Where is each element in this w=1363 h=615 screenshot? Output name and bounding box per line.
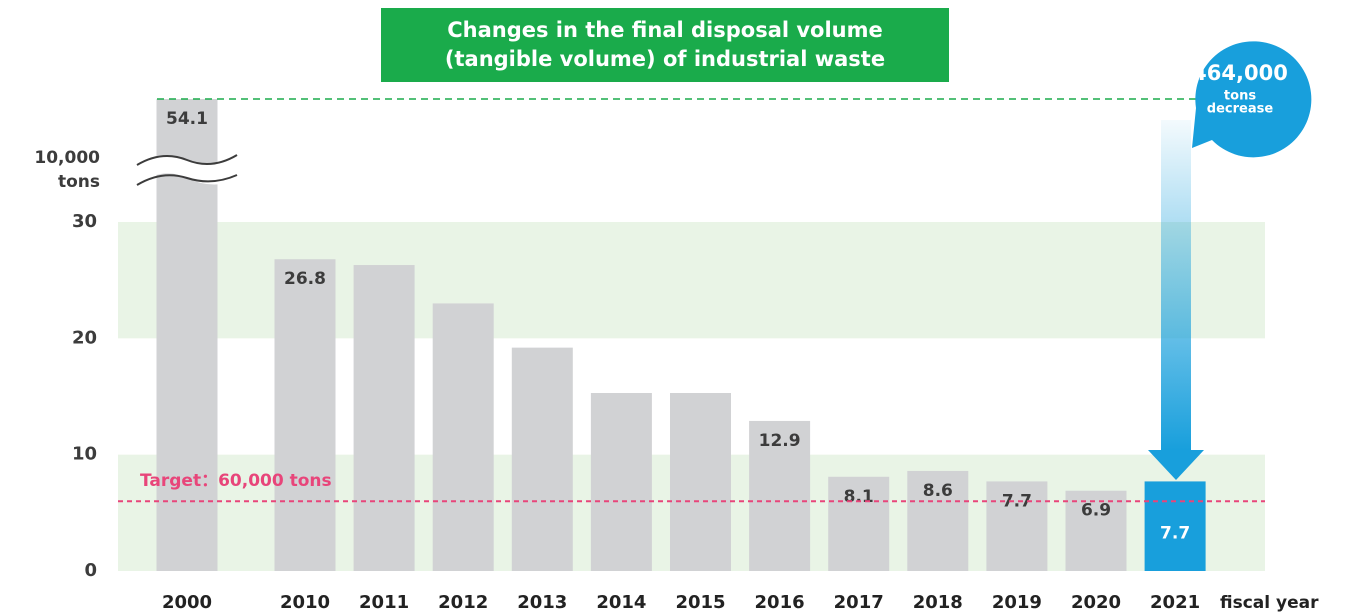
y-unit: 10,000 <box>34 148 100 168</box>
bar <box>749 420 811 571</box>
arrow-head <box>1148 450 1204 480</box>
x-tick-label: 2021 <box>1150 592 1200 613</box>
data-label: 7.7 <box>1002 491 1032 511</box>
data-label: 7.7 <box>1160 523 1190 543</box>
callout-text: decrease <box>1207 102 1274 117</box>
bar <box>986 481 1048 571</box>
y-tick-label: 20 <box>72 327 97 348</box>
axis-break <box>137 155 237 185</box>
bar <box>1144 481 1206 571</box>
overlay: 0 10 20 30 2000 54.1 2010 26.8 2011 2012 2013 2014 2… <box>72 109 1265 613</box>
data-label: 26.8 <box>284 269 326 289</box>
target-label: Target：60,000 tons <box>140 471 332 491</box>
chart-title: (tangible volume) of industrial waste <box>445 47 885 71</box>
x-tick-label: 2016 <box>755 592 805 613</box>
bar <box>907 470 969 571</box>
chart-title: Changes in the final disposal volume <box>447 18 883 42</box>
x-tick-label: 2012 <box>438 592 488 613</box>
x-label: fiscal year <box>1220 593 1319 613</box>
x-tick-label: 2014 <box>596 592 646 613</box>
y-tick-label: 10 <box>72 444 97 465</box>
x-tick-label: 2013 <box>517 592 567 613</box>
x-tick-label: 2020 <box>1071 592 1121 613</box>
x-tick-label: 2010 <box>280 592 330 613</box>
data-label: 54.1 <box>166 109 208 129</box>
axis-break-lines <box>136 154 238 186</box>
x-tick-label: 2019 <box>992 592 1042 613</box>
callout-bubble <box>1192 41 1312 158</box>
bar <box>590 393 652 571</box>
x-tick-label: 2017 <box>834 592 884 613</box>
x-tick-label: 2011 <box>359 592 409 613</box>
bar <box>828 476 890 571</box>
arrow-shaft <box>1161 120 1191 450</box>
bar <box>511 347 573 571</box>
x-tick-label: 2015 <box>675 592 725 613</box>
data-label: 6.9 <box>1081 501 1111 521</box>
y-tick-label: 0 <box>84 560 97 581</box>
bar <box>432 303 494 571</box>
bar <box>1065 490 1127 571</box>
title-box <box>381 8 949 82</box>
x-tick-label: 2018 <box>913 592 963 613</box>
y-unit: tons <box>58 172 100 192</box>
x-tick-label: 2000 <box>162 592 212 613</box>
data-label: 8.6 <box>923 481 953 501</box>
y-tick-label: 30 <box>72 211 97 232</box>
callout-text: tons <box>1224 89 1256 104</box>
data-label: 12.9 <box>759 431 801 451</box>
bar <box>670 393 731 571</box>
bars <box>156 99 1206 571</box>
data-label: 8.1 <box>844 487 874 507</box>
bar <box>353 265 415 571</box>
bar <box>274 259 336 571</box>
callout-value: 464,000 <box>1192 61 1288 85</box>
